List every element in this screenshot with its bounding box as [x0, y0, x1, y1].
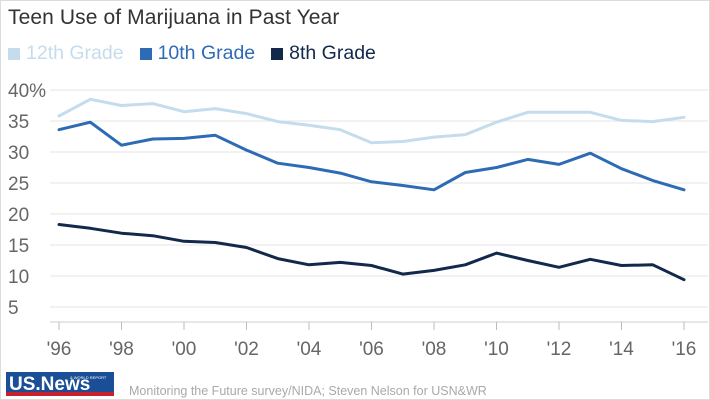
line-chart: 40% 35 30 25 20 15 10 5 '96 '98 '00 '02 '04 '06 '08 '10… — [8, 81, 708, 360]
x-tick-label: '04 — [297, 339, 322, 360]
y-tick-label: 20 — [8, 205, 29, 226]
legend-item-12th: 12th Grade — [8, 42, 124, 65]
x-tick-label: '12 — [547, 339, 572, 360]
usnews-logo-subtext: & WORLD REPORT — [70, 375, 107, 380]
legend-swatch-8th — [271, 47, 284, 60]
source-note: Monitoring the Future survey/NIDA; Steve… — [129, 384, 487, 398]
legend: 12th Grade 10th Grade 8th Grade — [8, 42, 392, 65]
legend-swatch-12th — [8, 47, 20, 60]
x-tick-label: '98 — [109, 339, 134, 360]
legend-swatch-10th — [139, 47, 152, 60]
y-tick-label: 15 — [8, 236, 29, 257]
legend-item-8th: 8th Grade — [271, 42, 376, 65]
x-tick-label: '16 — [672, 339, 697, 360]
legend-label-8th: 8th Grade — [289, 42, 376, 64]
y-tick-label: 10 — [8, 267, 29, 288]
y-tick-label: 25 — [8, 174, 29, 195]
usnews-logo-text: US.News — [9, 374, 90, 395]
x-tick-label: '06 — [359, 339, 384, 360]
legend-label-10th: 10th Grade — [157, 42, 256, 64]
chart-title: Teen Use of Marijuana in Past Year — [8, 6, 340, 29]
usnews-logo: US.News & WORLD REPORT — [6, 372, 114, 396]
y-tick-label: 5 — [8, 298, 19, 319]
series-line-12th-grade — [57, 97, 686, 145]
legend-label-12th: 12th Grade — [26, 42, 124, 64]
x-tick-label: '00 — [172, 339, 197, 360]
x-tick-label: '96 — [47, 339, 72, 360]
legend-item-10th: 10th Grade — [139, 42, 256, 65]
y-tick-label: 40% — [8, 81, 46, 102]
y-tick-label: 30 — [8, 143, 29, 164]
x-tick-label: '10 — [484, 339, 509, 360]
x-tick-label: '14 — [609, 339, 634, 360]
series-line-8th-grade — [57, 223, 686, 282]
x-tick-label: '02 — [234, 339, 259, 360]
y-tick-label: 35 — [8, 112, 29, 133]
x-tick-label: '08 — [422, 339, 447, 360]
series-line-10th-grade — [57, 120, 686, 192]
footer: US.News & WORLD REPORT — [0, 368, 710, 400]
